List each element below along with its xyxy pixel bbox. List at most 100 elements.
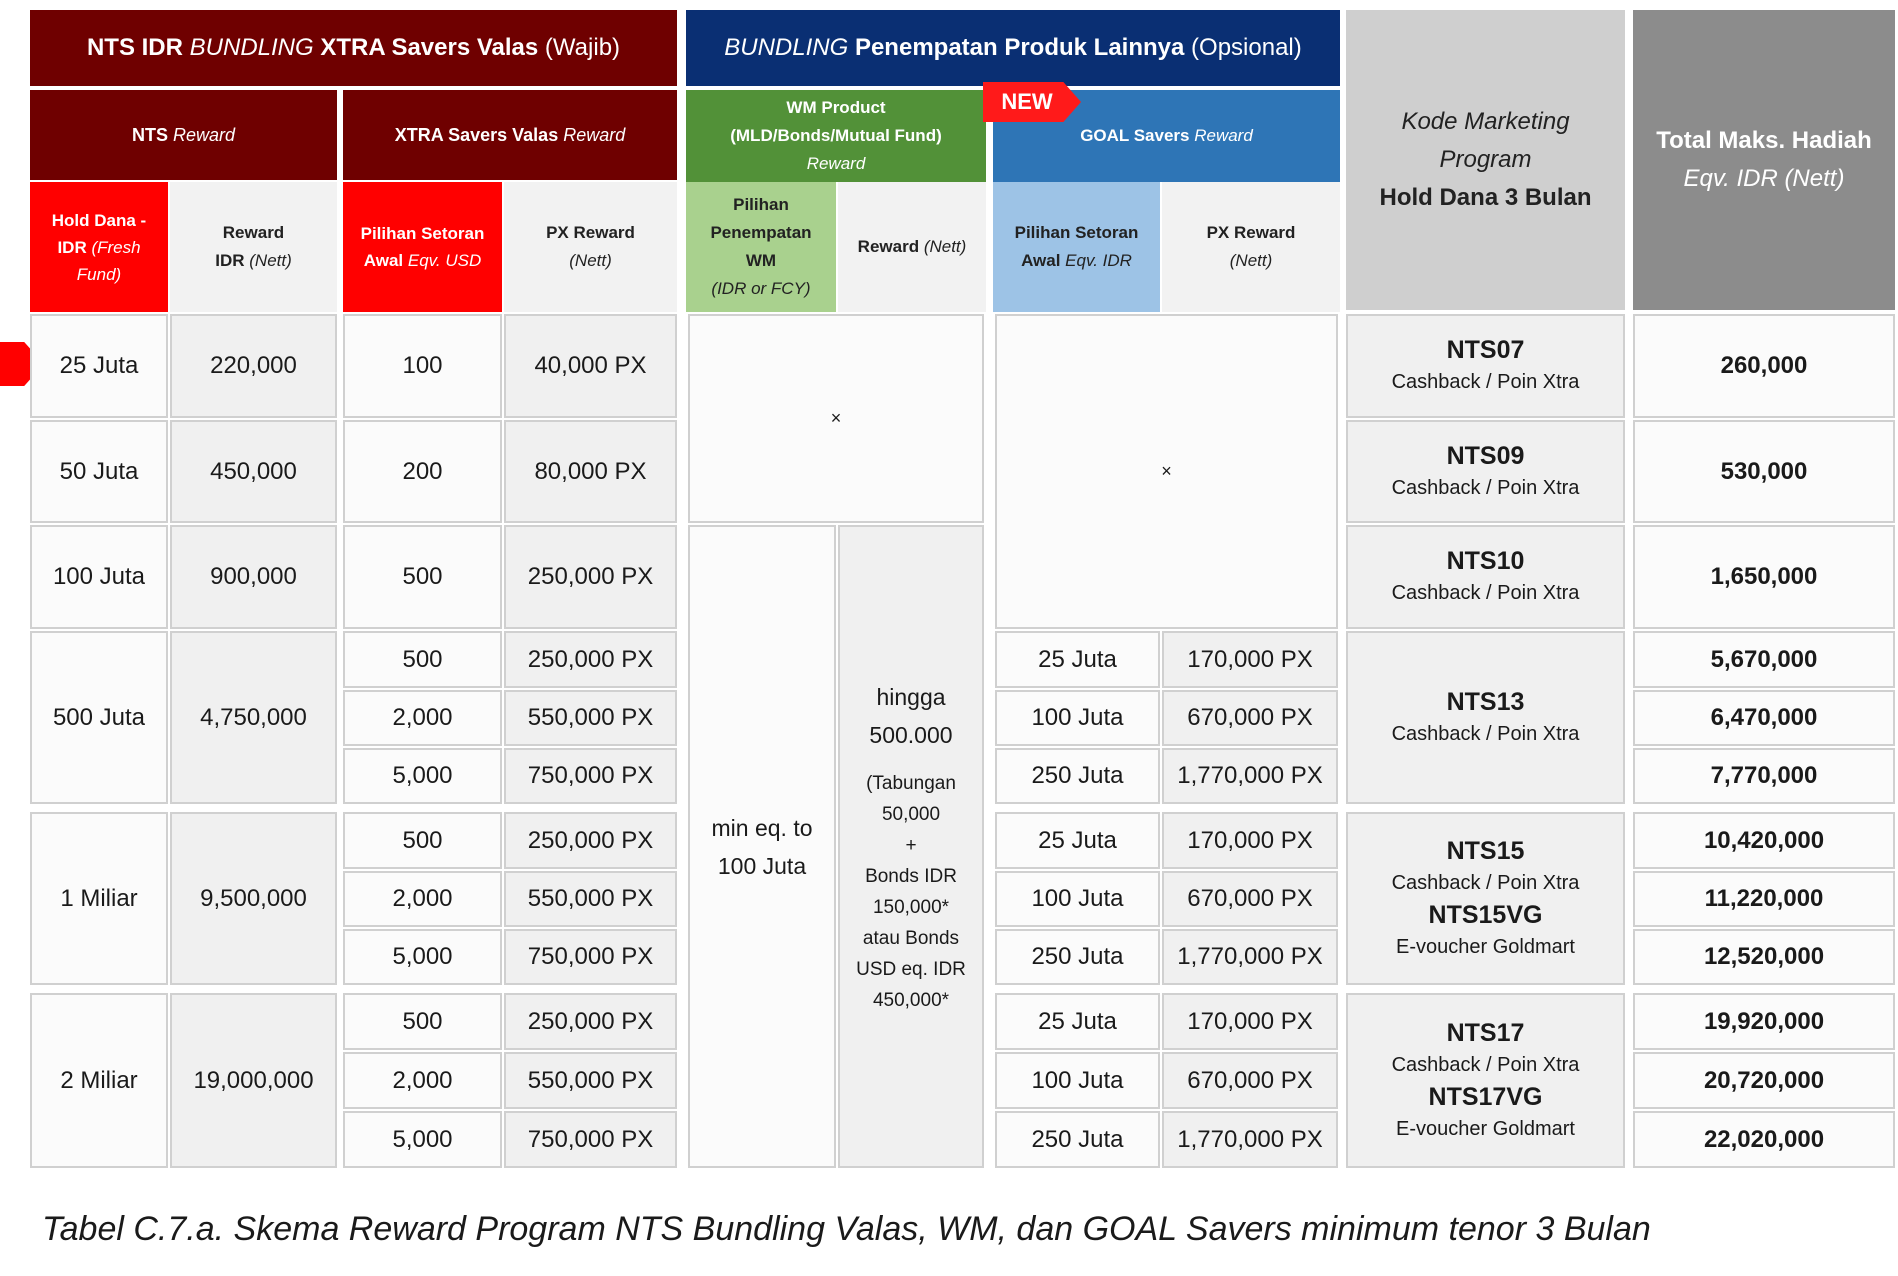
goal-setoran-cell: 250 Juta — [995, 929, 1160, 985]
header-nts-bundling-p4: (Wajib) — [544, 34, 621, 61]
xtra-setoran-cell: 2,000 — [343, 1052, 502, 1109]
header-bundling-other-p2: Penempatan Produk Lainnya — [848, 34, 1192, 61]
goal-px-cell: 170,000 PX — [1162, 631, 1338, 688]
xtra-setoran-cell: 5,000 — [343, 1111, 502, 1168]
code-primary: NTS13 — [1446, 687, 1525, 716]
header-pilihan-usd-l1: Pilihan Setoran — [360, 224, 485, 243]
table-caption: Tabel C.7.a. Skema Reward Program NTS Bu… — [42, 1210, 1651, 1248]
goal-px-cell: 1,770,000 PX — [1162, 748, 1338, 804]
total-cell: 11,220,000 — [1633, 871, 1895, 927]
goal-px-cell: 670,000 PX — [1162, 1052, 1338, 1109]
xtra-setoran-cell: 500 — [343, 812, 502, 869]
header-total-l2: Eqv. IDR (Nett) — [1683, 165, 1845, 192]
reward-cell: 19,000,000 — [170, 993, 337, 1168]
hold-cell: 100 Juta — [30, 525, 168, 629]
header-xtra-reward: XTRA Savers Valas Reward — [343, 90, 677, 180]
xtra-px-cell: 80,000 PX — [504, 420, 677, 523]
hold-cell: 50 Juta — [30, 420, 168, 523]
wm-reward-l9: USD eq. IDR — [856, 958, 966, 980]
header-pilihan-idr-l1: Pilihan Setoran — [1014, 223, 1139, 242]
reward-cell: 220,000 — [170, 314, 337, 418]
code-secondary-subtitle: E-voucher Goldmart — [1396, 1117, 1575, 1140]
header-nts-reward: NTS Reward — [30, 90, 337, 180]
code-primary: NTS10 — [1446, 547, 1525, 575]
xtra-setoran-cell: 2,000 — [343, 690, 502, 746]
wm-reward-cell: hingga 500.000 (Tabungan 50,000 + Bonds … — [838, 525, 984, 1168]
total-cell: 530,000 — [1633, 420, 1895, 523]
header-nts-bundling-p1: NTS IDR — [86, 34, 190, 61]
total-cell: 7,770,000 — [1633, 748, 1895, 804]
code-cell: NTS15 Cashback / Poin Xtra NTS15VG E-vou… — [1346, 812, 1625, 985]
header-goal-reward-p1: GOAL Savers — [1080, 126, 1195, 145]
header-px-reward2-l2: (Nett) — [1229, 251, 1273, 270]
header-hold-l1: Hold Dana - — [51, 210, 147, 230]
header-px-reward-2: PX Reward (Nett) — [1162, 182, 1340, 312]
xtra-px-cell: 750,000 PX — [504, 929, 677, 985]
wm-reward-l10: 450,000* — [872, 989, 950, 1011]
goal-setoran-cell: 25 Juta — [995, 631, 1160, 688]
code-subtitle: Cashback / Poin Xtra — [1391, 1053, 1580, 1076]
goal-setoran-cell: 250 Juta — [995, 1111, 1160, 1168]
code-cell: NTS17 Cashback / Poin Xtra NTS17VG E-vou… — [1346, 993, 1625, 1168]
goal-px-cell: 170,000 PX — [1162, 812, 1338, 869]
goal-setoran-cell: 100 Juta — [995, 1052, 1160, 1109]
code-cell: NTS09 Cashback / Poin Xtra — [1346, 420, 1625, 523]
wm-reward-l6: Bonds IDR — [865, 865, 957, 887]
header-bundling-other: BUNDLING Penempatan Produk Lainnya (Opsi… — [686, 10, 1340, 86]
header-wm-l1: WM Product — [786, 98, 886, 117]
hold-cell: 2 Miliar — [30, 993, 168, 1168]
header-kode-l2: Program — [1439, 146, 1532, 173]
xtra-setoran-cell: 200 — [343, 420, 502, 523]
xtra-px-cell: 250,000 PX — [504, 993, 677, 1050]
xtra-px-cell: 550,000 PX — [504, 871, 677, 927]
header-pilihan-wm-l4: (IDR or FCY) — [711, 279, 811, 298]
header-xtra-reward-p1: XTRA Savers Valas — [394, 124, 564, 145]
reward-cell: 9,500,000 — [170, 812, 337, 985]
xtra-px-cell: 250,000 PX — [504, 812, 677, 869]
total-cell: 6,470,000 — [1633, 690, 1895, 746]
xtra-px-cell: 250,000 PX — [504, 525, 677, 629]
wm-reward-l4: 50,000 — [881, 803, 941, 825]
goal-setoran-cell: 100 Juta — [995, 871, 1160, 927]
hold-cell: 25 Juta — [30, 314, 168, 418]
header-reward-idr-l1: Reward — [222, 223, 285, 242]
header-pilihan-wm-l2: Penempatan — [710, 223, 812, 242]
header-wm-l2: (MLD/Bonds/Mutual Fund) — [730, 126, 942, 145]
wm-reward-l1: hingga — [876, 683, 946, 710]
header-wm-product: WM Product (MLD/Bonds/Mutual Fund) Rewar… — [686, 90, 986, 182]
header-bundling-other-p3: (Opsional) — [1191, 34, 1302, 61]
goal-setoran-cell: 100 Juta — [995, 690, 1160, 746]
goal-px-cell: 1,770,000 PX — [1162, 929, 1338, 985]
header-reward-nett: Reward (Nett) — [838, 182, 986, 312]
total-cell: 10,420,000 — [1633, 812, 1895, 869]
code-primary: NTS17 — [1446, 1018, 1525, 1047]
header-pilihan-usd: Pilihan Setoran Awal Eqv. USD — [343, 182, 502, 312]
header-hold-l2b: (Fresh — [91, 237, 141, 257]
goal-empty-cell: × — [995, 314, 1338, 629]
header-pilihan-idr: Pilihan Setoran Awal Eqv. IDR — [993, 182, 1160, 312]
header-nts-bundling: NTS IDR BUNDLING XTRA Savers Valas (Waji… — [30, 10, 677, 86]
header-reward-idr: Reward IDR (Nett) — [170, 182, 337, 312]
xtra-setoran-cell: 2,000 — [343, 871, 502, 927]
reward-cell: 4,750,000 — [170, 631, 337, 804]
goal-setoran-cell: 250 Juta — [995, 748, 1160, 804]
header-pilihan-wm-l1: Pilihan — [733, 195, 789, 214]
xtra-px-cell: 550,000 PX — [504, 1052, 677, 1109]
header-pilihan-wm-l3: WM — [745, 251, 777, 270]
code-primary: NTS09 — [1446, 441, 1525, 470]
header-nts-bundling-p2: BUNDLING — [189, 34, 314, 61]
wm-reward-l3: (Tabungan — [866, 772, 956, 794]
xtra-setoran-cell: 100 — [343, 314, 502, 418]
header-hold-l2a: IDR — [57, 237, 92, 257]
header-px-reward: PX Reward (Nett) — [504, 182, 677, 312]
header-reward-nett-p1: Reward — [857, 237, 924, 256]
total-cell: 19,920,000 — [1633, 993, 1895, 1050]
total-cell: 22,020,000 — [1633, 1111, 1895, 1168]
code-cell: NTS10 Cashback / Poin Xtra — [1346, 525, 1625, 629]
header-pilihan-wm: Pilihan Penempatan WM (IDR or FCY) — [686, 182, 836, 312]
wm-empty-mark: × — [830, 408, 842, 428]
header-nts-reward-p1: NTS — [131, 124, 173, 145]
header-reward-nett-p2: (Nett) — [923, 237, 967, 256]
code-subtitle: Cashback / Poin Xtra — [1391, 371, 1580, 393]
wm-min-cell: min eq. to 100 Juta — [688, 525, 836, 1168]
